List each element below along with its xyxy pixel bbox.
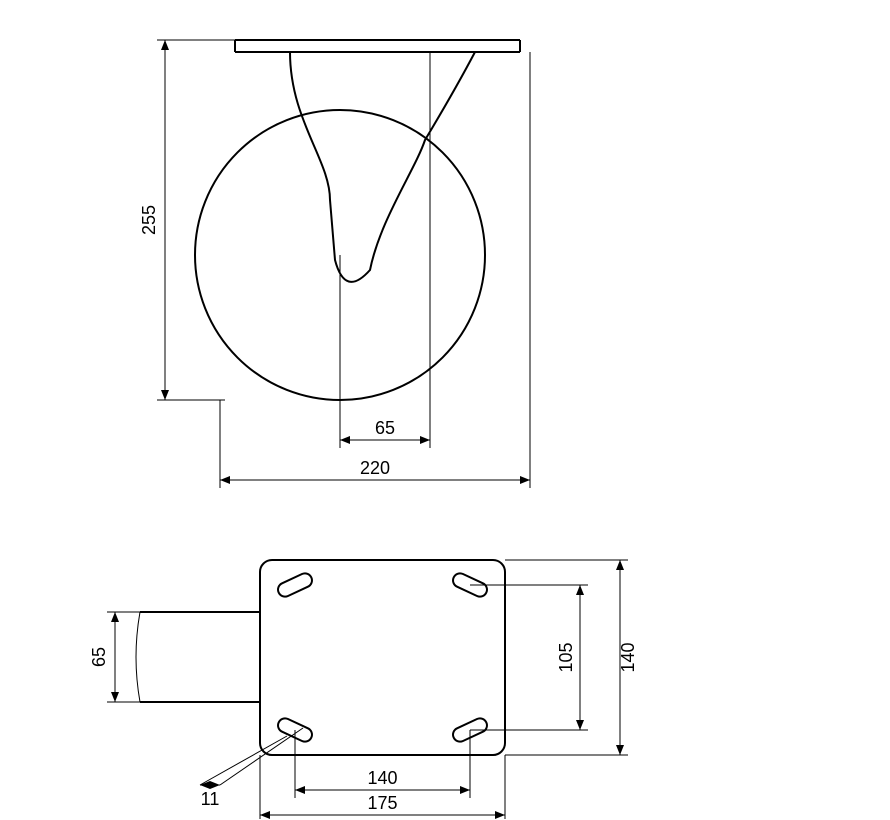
svg-text:11: 11: [201, 789, 220, 809]
wheel-stub: [140, 612, 260, 702]
svg-text:140: 140: [367, 768, 397, 788]
fork-outline: [290, 52, 475, 282]
svg-text:175: 175: [367, 793, 397, 813]
svg-text:65: 65: [89, 647, 109, 667]
svg-text:105: 105: [556, 642, 576, 672]
svg-text:65: 65: [375, 418, 395, 438]
mounting-plate: [260, 560, 505, 755]
svg-text:140: 140: [618, 642, 638, 672]
svg-text:255: 255: [139, 205, 159, 235]
svg-text:220: 220: [360, 458, 390, 478]
